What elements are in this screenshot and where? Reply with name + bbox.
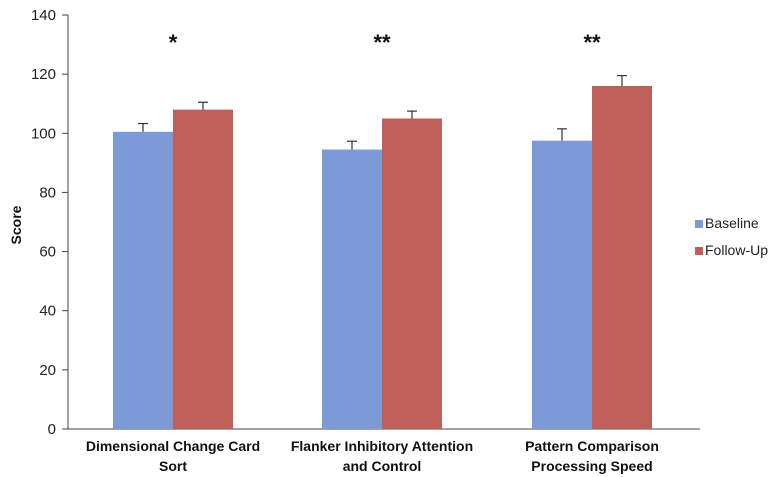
x-category-label: Sort	[159, 458, 187, 474]
x-category-label: Dimensional Change Card	[86, 438, 260, 454]
y-tick-label: 140	[31, 7, 56, 24]
y-tick-label: 120	[31, 66, 56, 83]
y-tick-label: 80	[39, 184, 56, 201]
bar-follow-up-2	[592, 85, 652, 429]
bar-baseline-1	[322, 149, 382, 430]
legend-swatch	[695, 247, 703, 255]
significance-marker: **	[373, 30, 391, 55]
x-category-label: Pattern Comparison	[525, 438, 659, 454]
y-tick-label: 40	[39, 303, 56, 320]
y-axis: 0 20 40 60 80 100 120 140 Score	[8, 7, 69, 438]
legend-label: Follow-Up	[705, 242, 768, 258]
bar-baseline-2	[532, 140, 592, 429]
y-tick-label: 0	[48, 421, 56, 438]
legend: Baseline Follow-Up	[695, 215, 768, 258]
significance-marker: **	[583, 30, 601, 55]
x-category-label: Processing Speed	[531, 458, 652, 474]
y-tick-label: 60	[39, 244, 56, 261]
y-tick-label: 100	[31, 125, 56, 142]
legend-swatch	[695, 220, 703, 228]
bar-baseline-0	[113, 131, 173, 430]
bar-follow-up-0	[173, 109, 233, 429]
significance-marker: *	[169, 30, 178, 55]
y-tick-label: 20	[39, 362, 56, 379]
bar-follow-up-1	[382, 118, 442, 429]
x-category-label: Flanker Inhibitory Attention	[291, 438, 473, 454]
x-category-label: and Control	[343, 458, 422, 474]
y-axis-label: Score	[8, 205, 24, 244]
legend-label: Baseline	[705, 215, 759, 231]
